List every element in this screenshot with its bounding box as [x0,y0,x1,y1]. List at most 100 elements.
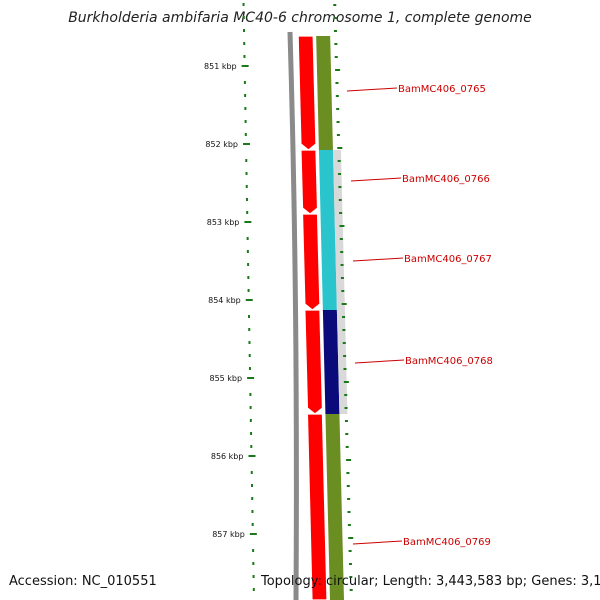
ruler-minor-tick [250,484,253,487]
outer-track-tick [343,355,347,357]
ruler-label: 856 kbp [211,452,244,461]
outer-track-tick [344,407,348,409]
outer-track-tick [335,95,339,97]
ruler-minor-tick [242,16,245,19]
ruler-minor-tick [251,510,254,513]
outer-track-tick [338,186,342,188]
ruler-minor-tick [244,120,247,123]
ruler-minor-tick [244,107,247,110]
ruler-minor-tick [247,276,250,279]
ruler-label: 851 kbp [204,62,237,71]
gene-shading [332,150,343,214]
ruler-minor-tick [250,445,253,448]
reverse-strand-gene [300,149,319,215]
outer-track-tick [343,368,347,370]
outer-track-tick [340,277,344,279]
outer-track-tick [336,121,340,123]
outer-track-tick [338,199,342,201]
forward-strand-gene [316,36,333,150]
outer-track-tick [339,212,343,214]
outer-track-tick [347,498,351,500]
outer-track-tick [342,316,346,318]
ruler-minor-tick [250,432,253,435]
outer-track-tick [349,576,353,578]
outer-track-tick [344,420,348,422]
gene-label: BamMC406_0768 [405,356,493,367]
gene-leader-line [354,359,405,364]
outer-track-tick [334,56,338,58]
outer-track-tick [337,147,343,149]
ruler-minor-tick [243,42,246,45]
ruler-minor-tick [248,354,251,357]
outer-track-tick [334,30,337,32]
outer-track-tick [346,472,350,474]
ruler-minor-tick [248,341,251,344]
reverse-strand-gene [306,413,328,600]
feature-tracks [287,4,354,600]
ruler-minor-tick [252,575,255,578]
outer-track-tick [348,563,352,565]
gene-label: BamMC406_0766 [402,174,490,185]
gene-label: BamMC406_0769 [403,537,491,548]
outer-track-tick [336,108,340,110]
ruler-label: 852 kbp [205,140,238,149]
gene-leader-line [350,177,402,182]
outer-track-tick [339,238,343,240]
ruler-minor-tick [252,588,255,591]
outer-track-tick [344,394,348,396]
gene-labels: BamMC406_0765 BamMC406_0766 BamMC406_0767 B… [346,84,493,548]
outer-track-tick [337,160,341,162]
ruler-minor-tick [244,94,247,97]
ruler-minor-tick [251,523,254,526]
ruler-minor-tick [250,471,253,474]
outer-track-tick [333,17,337,19]
outer-track-tick [338,173,342,175]
ruler-minor-tick [244,133,247,136]
ruler-minor-tick [248,328,251,331]
outer-track-tick [334,43,338,45]
outer-track-tick [345,433,349,435]
forward-strand-gene [320,214,337,310]
ruler-minor-tick [243,55,246,58]
outer-track-tick [333,4,337,6]
outer-track-tick [343,381,349,383]
ruler-minor-tick [245,185,248,188]
outer-track-tick [345,446,349,448]
ruler-minor-tick [242,3,245,6]
forward-strand-gene [325,414,344,600]
outer-track-tick [346,459,352,461]
ruler-minor-tick [245,172,248,175]
outer-track-tick [341,290,345,292]
ruler-minor-tick [246,211,249,214]
ruler-label: 855 kbp [209,374,242,383]
ruler-minor-tick [247,289,250,292]
ruler-minor-tick [249,419,252,422]
gene-shading [336,310,348,414]
ruler-minor-tick [249,393,252,396]
reverse-strand-gene [304,309,324,415]
reverse-strand-gene [297,35,317,151]
forward-strand-gene [322,310,340,414]
outer-track-tick [347,511,351,513]
ruler-minor-tick [245,198,248,201]
outer-track-tick [349,589,353,591]
outer-track-tick [335,69,341,71]
outer-track-tick [347,524,351,526]
outer-track-tick [342,342,346,344]
gene-leader-line [352,257,404,262]
ruler-minor-tick [245,159,248,162]
ruler-label: 857 kbp [212,530,245,539]
ruler-label: 854 kbp [208,296,241,305]
outer-track-tick [346,485,350,487]
ruler: 851 kbp 852 kbp 853 kbp 854 kbp 855 kbp 856 k… [204,3,257,591]
ruler-minor-tick [252,562,255,565]
ruler-minor-tick [249,406,252,409]
outer-track-tick [339,225,345,227]
genome-stats-text: Topology: circular; Length: 3,443,583 bp… [261,574,600,589]
backbone-line [287,31,299,600]
outer-track-tick [340,251,344,253]
ruler-minor-tick [247,263,250,266]
gene-leader-line [352,540,403,545]
accession-text: Accession: NC_010551 [9,574,157,589]
